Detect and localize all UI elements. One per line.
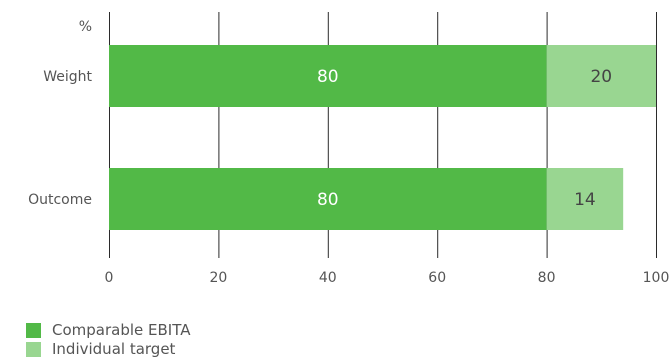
bar-outcome-comparable-ebita: [109, 168, 547, 230]
data-label-weight-comparable-ebita: 80: [317, 67, 339, 87]
legend-label-comparable-ebita: Comparable EBITA: [52, 321, 191, 339]
category-label-outcome: Outcome: [28, 192, 92, 208]
legend: Comparable EBITA Individual target: [26, 321, 190, 359]
data-label-outcome-individual-target: 14: [574, 190, 596, 210]
legend-item-comparable-ebita: Comparable EBITA: [26, 321, 190, 340]
legend-swatch-individual-target: [26, 342, 41, 357]
x-tick-label-100: 100: [643, 270, 670, 286]
legend-label-individual-target: Individual target: [52, 340, 176, 358]
x-tick-label-0: 0: [105, 270, 114, 286]
x-tick-label-80: 80: [538, 270, 556, 286]
category-labels: Weight Outcome: [28, 69, 92, 208]
chart-area: 80 20 80 14 Weight Outcome 0 20 40 60 80 100 %: [28, 12, 670, 286]
bar-weight-comparable-ebita: [109, 45, 547, 107]
unit-label: %: [79, 19, 92, 35]
x-tick-label-40: 40: [319, 270, 337, 286]
category-label-weight: Weight: [43, 69, 92, 85]
legend-item-individual-target: Individual target: [26, 340, 190, 359]
x-tick-labels: 0 20 40 60 80 100: [105, 270, 670, 286]
x-tick-label-20: 20: [209, 270, 227, 286]
bars: [109, 45, 656, 230]
bar-outcome-individual-target: [546, 168, 624, 230]
data-labels: 80 20 80 14: [317, 67, 612, 210]
data-label-weight-individual-target: 20: [590, 67, 612, 87]
bar-weight-individual-target: [546, 45, 656, 107]
x-tick-label-60: 60: [428, 270, 446, 286]
legend-swatch-comparable-ebita: [26, 323, 41, 338]
data-label-outcome-comparable-ebita: 80: [317, 190, 339, 210]
